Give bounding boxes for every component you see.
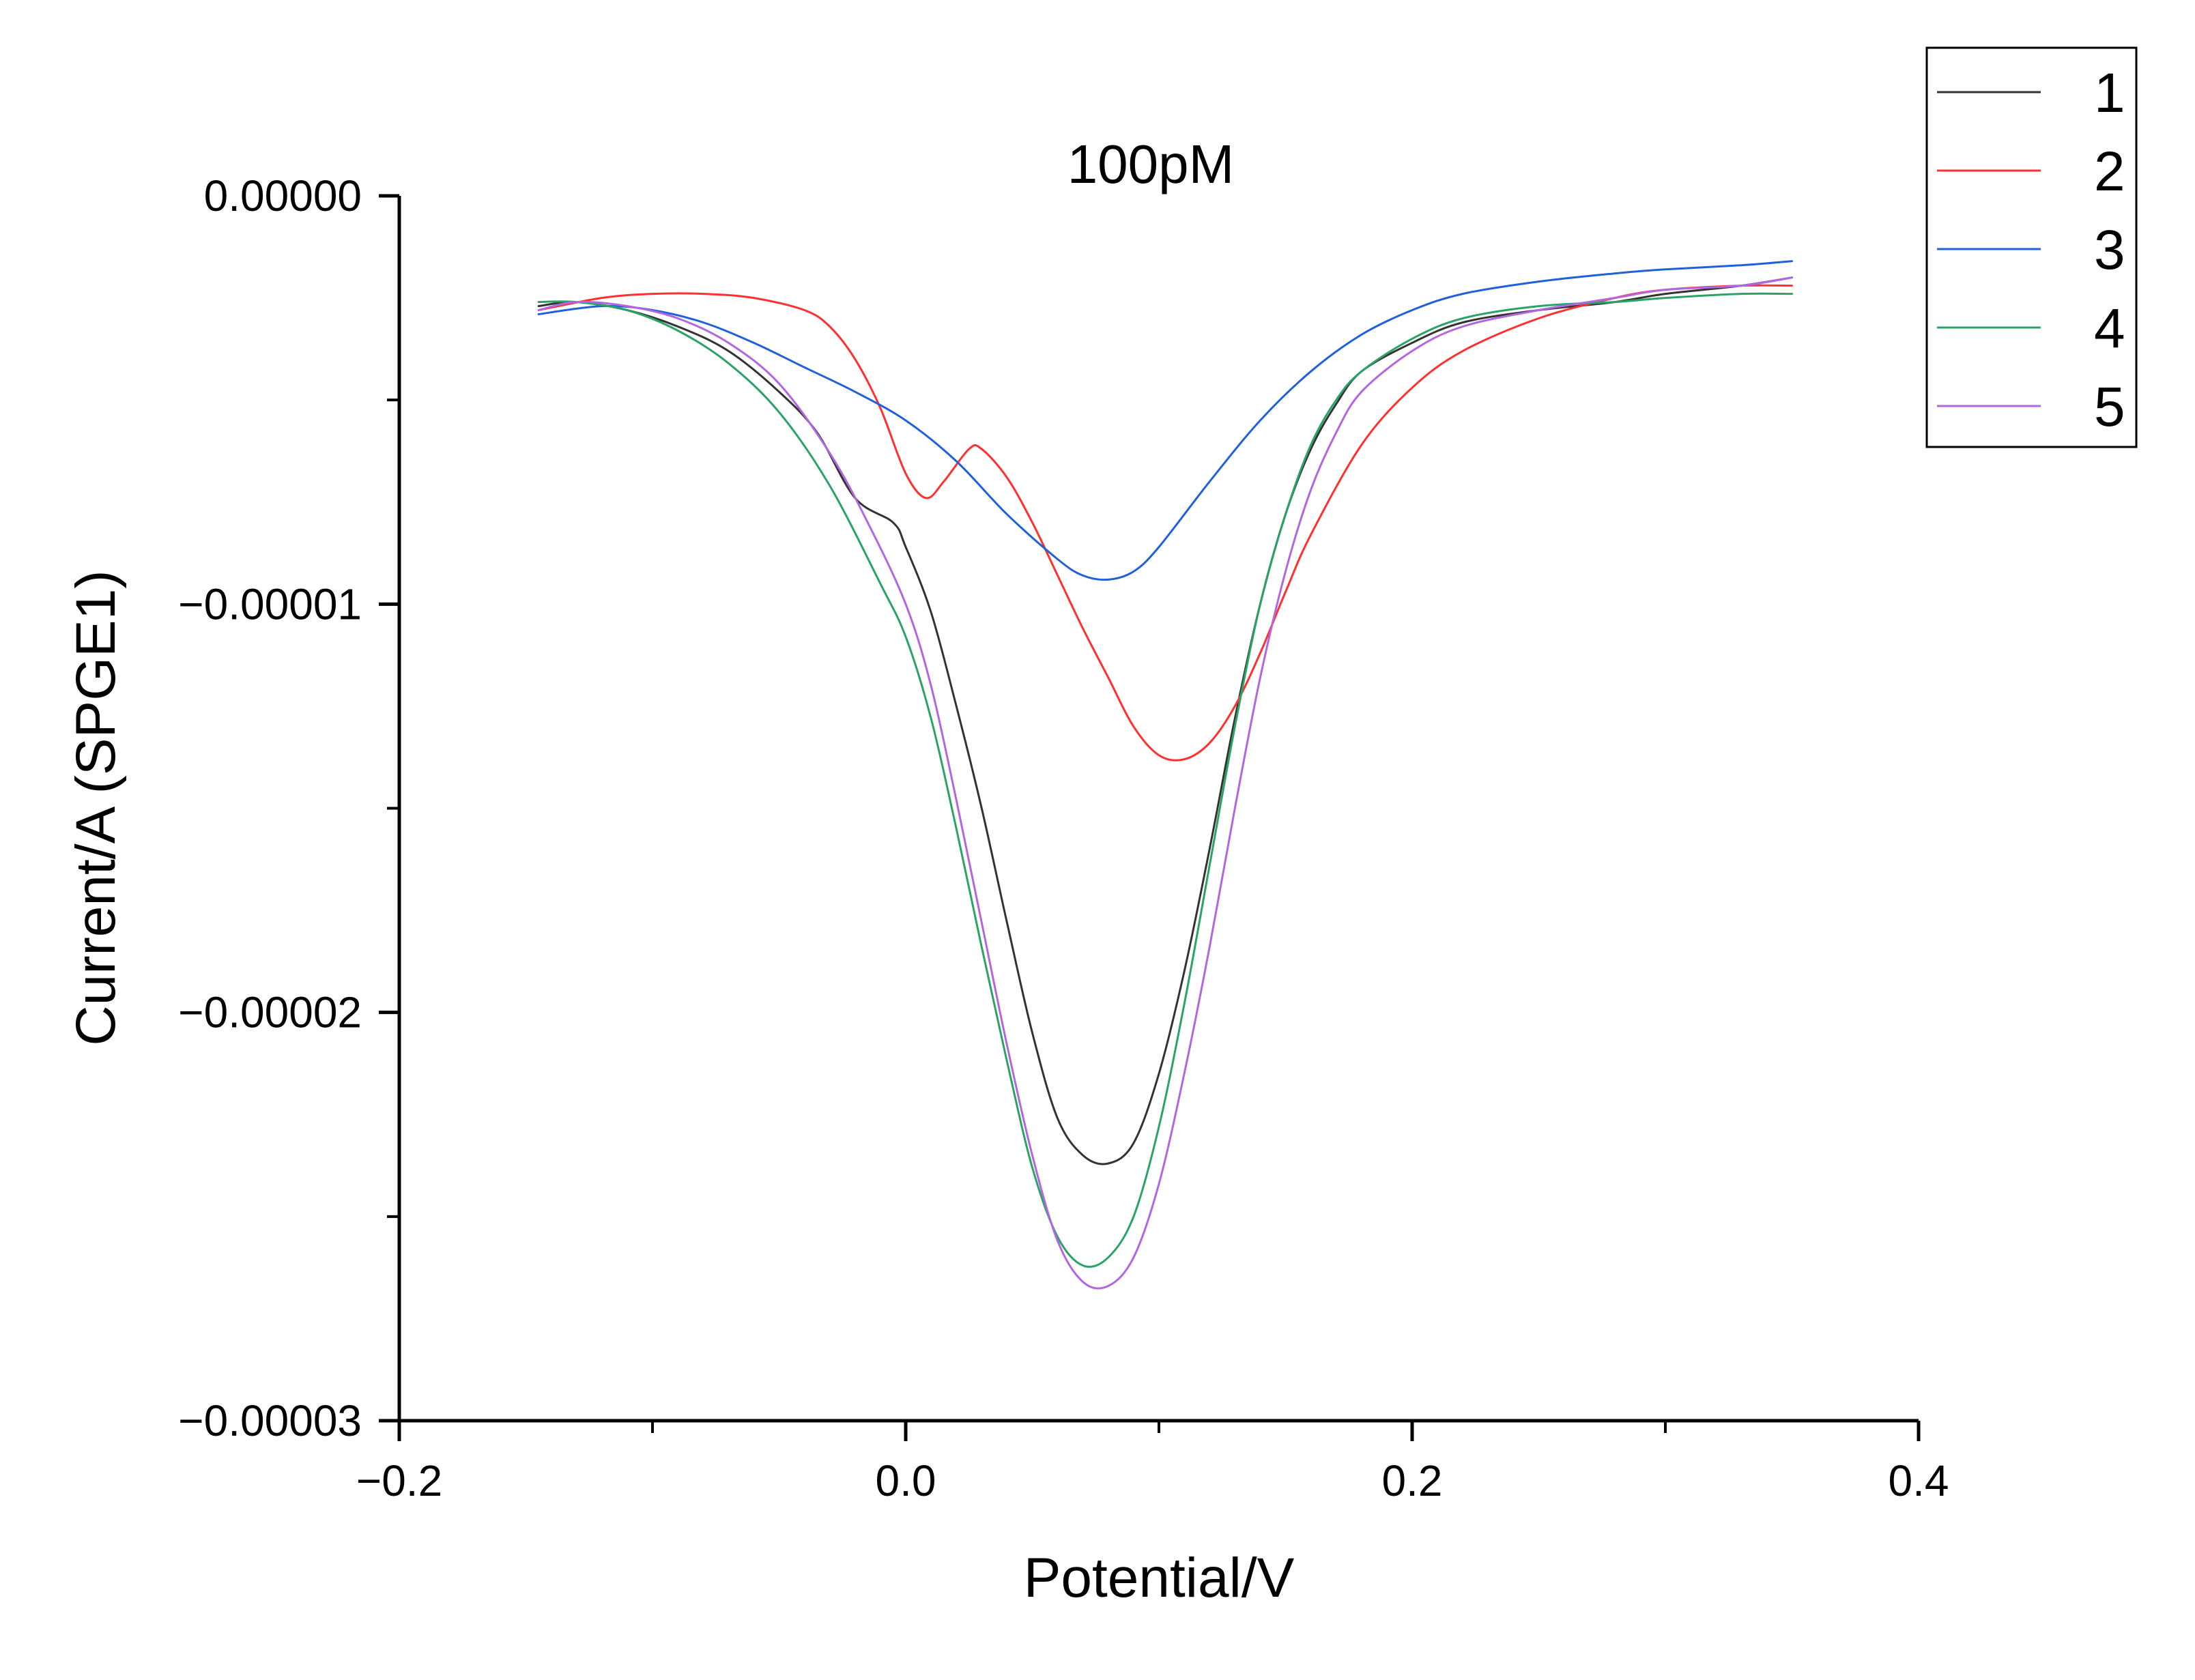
series-line-1 (537, 276, 1793, 1165)
plot-lines (537, 260, 1793, 1290)
x-tick-label: 0.0 (876, 1456, 936, 1505)
series-line-5 (537, 276, 1793, 1290)
legend-label-2: 2 (2094, 141, 2125, 203)
y-axis-title: Current/A (SPGE1) (65, 570, 127, 1045)
chart-title: 100pM (1067, 134, 1235, 194)
series-line-4 (537, 292, 1793, 1269)
legend-label-1: 1 (2094, 62, 2125, 124)
x-ticks: −0.2 0.0 0.2 0.4 (356, 1421, 1949, 1505)
legend-label-3: 3 (2094, 219, 2125, 281)
axes (397, 196, 1919, 1423)
series-line-2 (537, 284, 1793, 762)
y-tick-label: −0.00001 (178, 579, 362, 628)
x-tick-label: 0.4 (1889, 1456, 1949, 1505)
legend: 1 2 3 4 5 (1925, 46, 2138, 448)
x-axis-title: Potential/V (1024, 1547, 1295, 1609)
y-tick-label: 0.00000 (204, 171, 362, 220)
x-tick-label: 0.2 (1382, 1456, 1443, 1505)
y-ticks: 0.00000 −0.00001 −0.00002 −0.00003 (178, 171, 399, 1445)
legend-box (1925, 46, 2138, 448)
legend-label-5: 5 (2094, 376, 2125, 438)
series-line-3 (537, 260, 1793, 581)
legend-label-4: 4 (2094, 298, 2125, 360)
x-tick-label: −0.2 (356, 1456, 442, 1505)
y-tick-label: −0.00003 (178, 1396, 362, 1445)
y-tick-label: −0.00002 (178, 988, 362, 1037)
